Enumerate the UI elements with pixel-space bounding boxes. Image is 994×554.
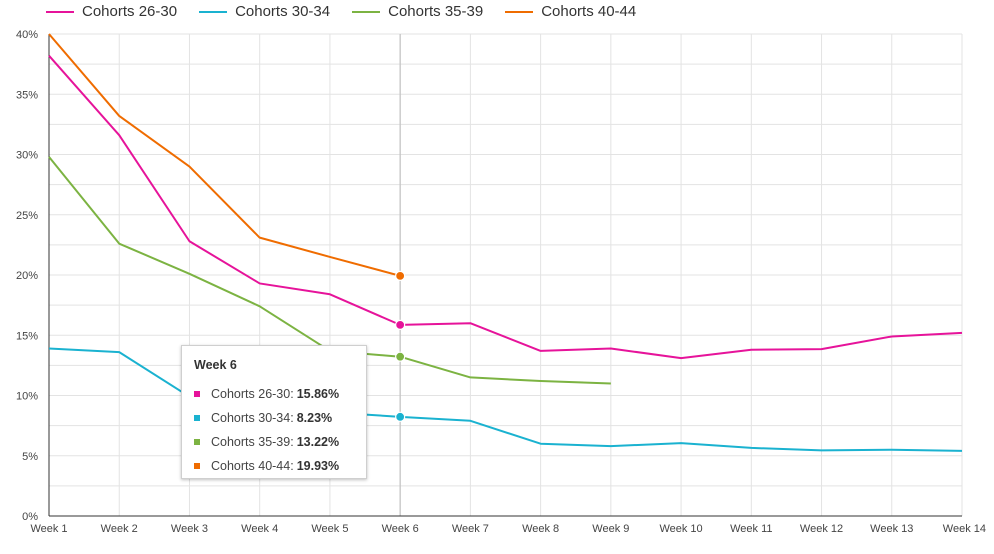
- tooltip-dot: [194, 439, 200, 445]
- x-tick-label: Week 12: [800, 523, 843, 535]
- legend-label: Cohorts 35-39: [388, 3, 484, 20]
- y-tick-label: 15%: [16, 330, 38, 342]
- tooltip-value: 19.93%: [296, 459, 340, 473]
- tooltip-dot: [194, 463, 200, 469]
- y-tick-label: 20%: [16, 270, 38, 282]
- tooltip-label: Cohorts 40-44:: [211, 459, 294, 473]
- tooltip-label: Cohorts 26-30:: [211, 387, 294, 401]
- legend-label: Cohorts 40-44: [541, 3, 637, 20]
- x-tick-label: Week 9: [592, 523, 629, 535]
- series-line: [48, 33, 401, 277]
- y-tick-label: 35%: [16, 89, 38, 101]
- highlight-point: [395, 411, 406, 422]
- tooltip-row: Cohorts 26-30: 15.86%: [194, 382, 354, 406]
- tooltip-label: Cohorts 35-39:: [211, 435, 294, 449]
- x-tick-label: Week 7: [452, 523, 489, 535]
- tooltip-label: Cohorts 30-34:: [211, 411, 294, 425]
- legend-item-cohorts-40-44[interactable]: Cohorts 40-44: [505, 3, 636, 20]
- legend-label: Cohorts 30-34: [235, 3, 331, 20]
- tooltip-value: 8.23%: [296, 411, 333, 425]
- x-tick-label: Week 13: [870, 523, 913, 535]
- highlight-point: [395, 270, 406, 281]
- tooltip-dot: [194, 391, 200, 397]
- y-tick-label: 40%: [16, 29, 38, 41]
- legend-item-cohorts-26-30[interactable]: Cohorts 26-30: [46, 3, 177, 20]
- axes: 0% 5% 10% 15% 20% 25% 30% 35% 40% Week 1 Week 2 Wee…: [16, 29, 986, 535]
- x-tick-label: Week 8: [522, 523, 559, 535]
- tooltip-row: Cohorts 35-39: 13.22%: [194, 430, 354, 454]
- x-tick-label: Week 10: [659, 523, 702, 535]
- x-tick-label: Week 2: [101, 523, 138, 535]
- tooltip-dot: [194, 415, 200, 421]
- tooltip-title: Week 6: [194, 358, 237, 372]
- legend-label: Cohorts 26-30: [82, 3, 178, 20]
- tooltip-value: 15.86%: [296, 387, 340, 401]
- tooltip-row: Cohorts 30-34: 8.23%: [194, 406, 354, 430]
- x-tick-label: Week 6: [382, 523, 419, 535]
- highlight-point: [395, 319, 406, 330]
- legend-item-cohorts-35-39[interactable]: Cohorts 35-39: [352, 3, 483, 20]
- y-tick-label: 30%: [16, 150, 38, 162]
- x-tick-label: Week 14: [943, 523, 986, 535]
- y-tick-label: 0%: [22, 511, 38, 523]
- tooltip: Week 6 Cohorts 26-30: 15.86% Cohorts 30-…: [181, 345, 367, 479]
- tooltip-row: Cohorts 40-44: 19.93%: [194, 454, 354, 478]
- tooltip-value: 13.22%: [296, 435, 340, 449]
- x-tick-label: Week 4: [241, 523, 278, 535]
- legend-item-cohorts-30-34[interactable]: Cohorts 30-34: [199, 3, 330, 20]
- y-tick-label: 10%: [16, 391, 38, 403]
- y-tick-label: 25%: [16, 210, 38, 222]
- legend-swatch: [352, 10, 381, 13]
- y-tick-label: 5%: [22, 451, 38, 463]
- x-tick-label: Week 1: [30, 523, 67, 535]
- series-line: [48, 55, 963, 360]
- marker-group: [395, 270, 406, 422]
- x-tick-label: Week 11: [730, 523, 772, 535]
- legend-swatch: [46, 10, 74, 13]
- legend-swatch: [505, 10, 534, 13]
- highlight-point: [395, 351, 406, 362]
- x-tick-label: Week 5: [311, 523, 348, 535]
- x-tick-label: Week 3: [171, 523, 208, 535]
- legend-swatch: [199, 10, 228, 13]
- legend: Cohorts 26-30 Cohorts 30-34 Cohorts 35-3…: [46, 3, 636, 20]
